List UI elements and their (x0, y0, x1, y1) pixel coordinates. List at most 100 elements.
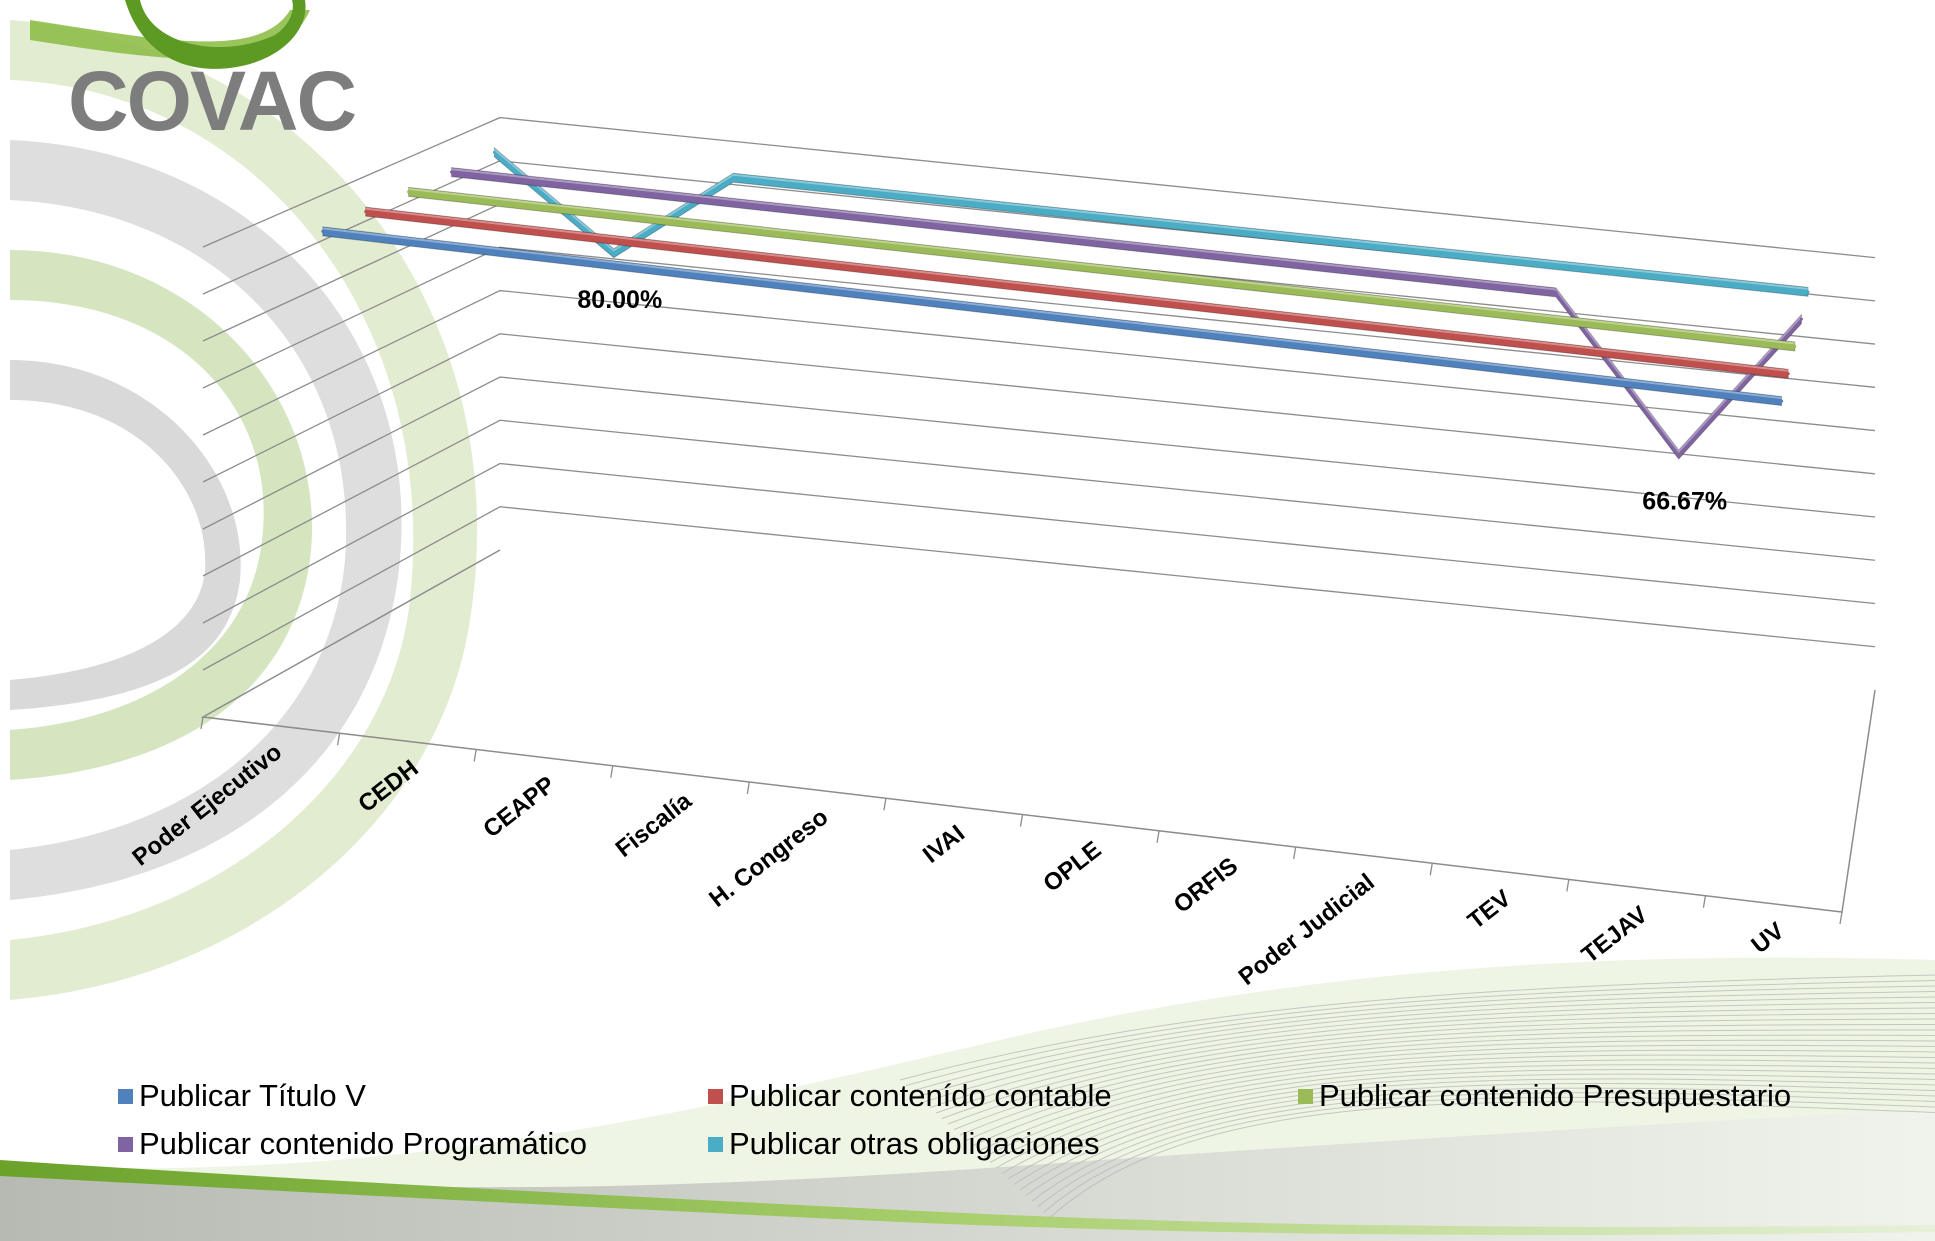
wave-line (983, 1049, 1935, 1158)
data-point (911, 246, 915, 250)
legend-swatch (118, 1088, 133, 1104)
axis-tick (1293, 846, 1297, 860)
series-4-ribbon (449, 167, 1803, 460)
category-label: ORFIS (1169, 852, 1243, 918)
axis-tick (610, 765, 614, 778)
legend-item: Publicar contenido Programático (118, 1126, 708, 1161)
data-point (731, 176, 735, 180)
axis-tick (1019, 814, 1024, 827)
axis-tick (473, 749, 477, 762)
data-point (1793, 344, 1797, 348)
data-point (1554, 290, 1558, 294)
data-point (1448, 252, 1452, 256)
wave-line (971, 1039, 1935, 1147)
series-1-ribbon (321, 226, 1784, 407)
covac-logo: COVAC (68, 0, 357, 148)
data-point (984, 307, 988, 311)
legend-swatch (1298, 1088, 1313, 1104)
category-label: UV (1747, 917, 1790, 959)
legend-item: Publicar contenido Presupuestario (1298, 1078, 1858, 1113)
data-point (622, 239, 626, 243)
wave-line (959, 1029, 1935, 1136)
data-point (1249, 337, 1253, 341)
series-highlight (408, 187, 1795, 345)
series-5-ribbon (492, 146, 1810, 297)
data-point (752, 254, 756, 258)
data-point (492, 150, 496, 154)
legend-label: Publicar contenido Presupuestario (1319, 1078, 1792, 1113)
data-label: 80.00% (577, 286, 662, 314)
gridline (202, 419, 1876, 577)
data-point (1647, 384, 1651, 388)
data-point (1398, 328, 1402, 332)
wave-line (1013, 1073, 1935, 1185)
wave-line (965, 1034, 1935, 1141)
data-point (1806, 290, 1810, 294)
axis-tick (1839, 911, 1843, 925)
data-point (1657, 357, 1661, 361)
series-highlight (493, 148, 1809, 290)
data-point (1667, 330, 1671, 334)
data-point (851, 188, 855, 192)
wave-line (1049, 1101, 1935, 1218)
data-point (1567, 264, 1571, 268)
data-point (1063, 237, 1067, 241)
legend-label: Publicar otras obligaciones (729, 1126, 1100, 1161)
axis-tick (200, 716, 204, 730)
data-point (493, 224, 497, 228)
category-label: TEV (1463, 885, 1516, 935)
data-point (453, 245, 457, 249)
legend-label: Publicar contenido Programático (139, 1126, 588, 1161)
data-point (572, 184, 576, 188)
data-point (1431, 277, 1435, 281)
wave-line (923, 996, 1935, 1103)
data-point (1117, 322, 1121, 326)
gridline (202, 506, 1876, 671)
series-3-ribbon (407, 186, 1797, 352)
category-label: IVAI (918, 820, 970, 869)
series-line (450, 167, 1802, 460)
data-point (1677, 453, 1681, 457)
data-point (1186, 250, 1190, 254)
axis-tick (1566, 879, 1570, 892)
data-point (1687, 277, 1691, 281)
data-point (407, 190, 411, 194)
category-label: CEAPP (478, 771, 560, 843)
wave-line (935, 1007, 1935, 1114)
wave-line (953, 1024, 1935, 1130)
series-highlight (322, 227, 1782, 400)
data-point (818, 210, 822, 214)
legend-item: Publicar Título V (118, 1078, 708, 1113)
wave-line (1031, 1087, 1935, 1202)
gridline (202, 333, 1876, 483)
logo-text: COVAC (68, 54, 355, 148)
series-highlight (365, 207, 1789, 372)
axis-tick (1429, 863, 1433, 876)
data-point (1415, 302, 1419, 306)
wave-line (1025, 1083, 1935, 1196)
data-point (1541, 316, 1545, 320)
axis-tick (336, 733, 341, 746)
axis-tick (1702, 895, 1707, 908)
wave-line (989, 1054, 1935, 1163)
data-point (881, 269, 885, 273)
category-label: TEJAV (1577, 901, 1653, 969)
data-point (321, 229, 325, 233)
data-point (1780, 399, 1784, 403)
data-point (1289, 288, 1293, 292)
data-point (1269, 313, 1273, 317)
wave-line (995, 1059, 1935, 1169)
data-point (1010, 283, 1014, 287)
axis-tick (1156, 830, 1160, 843)
data-point (449, 170, 453, 174)
series-line (408, 186, 1796, 352)
wave-line (977, 1044, 1935, 1152)
wave-line (1001, 1064, 1935, 1174)
data-point (940, 224, 944, 228)
series-highlight (451, 168, 1803, 454)
data-point (1528, 342, 1532, 346)
wave-line (1019, 1078, 1935, 1191)
legend-label: Publicar Título V (139, 1078, 366, 1113)
data-point (719, 276, 723, 280)
data-point (970, 201, 974, 205)
